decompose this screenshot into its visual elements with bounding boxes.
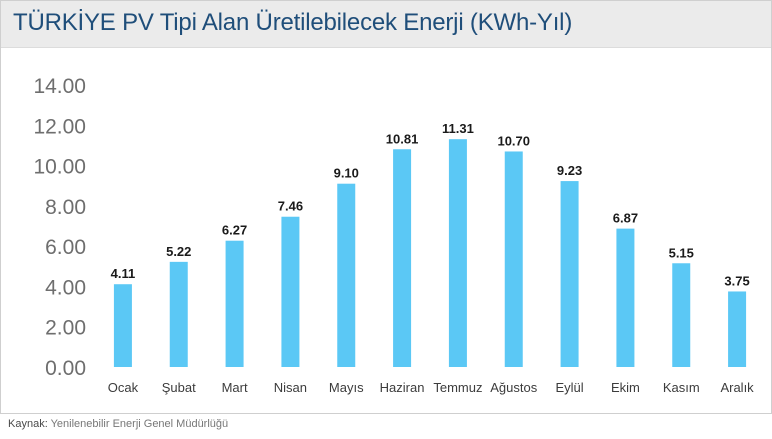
- x-tick-label: Şubat: [162, 380, 196, 395]
- y-tick-label: 4.00: [45, 276, 86, 299]
- data-label: 6.27: [222, 223, 247, 238]
- bar: [337, 183, 356, 367]
- source-text: Yenilenebilir Enerji Genel Müdürlüğü: [50, 418, 229, 430]
- y-tick-label: 8.00: [45, 196, 86, 219]
- y-tick-label: 10.00: [33, 156, 86, 179]
- source-label: Kaynak:: [8, 418, 48, 430]
- bar: [504, 151, 523, 367]
- x-tick-label: Temmuz: [433, 380, 482, 395]
- x-tick-label: Ağustos: [490, 380, 537, 395]
- y-tick-label: 12.00: [33, 115, 86, 138]
- data-label: 5.15: [669, 245, 694, 260]
- bar: [393, 149, 412, 367]
- x-tick-label: Aralık: [720, 380, 754, 395]
- y-tick-label: 14.00: [33, 75, 86, 98]
- bar: [113, 284, 132, 367]
- data-label: 4.11: [111, 266, 136, 281]
- bar: [616, 228, 635, 367]
- x-tick-label: Mayıs: [329, 380, 364, 395]
- x-tick-label: Mart: [222, 380, 248, 395]
- x-tick-label: Eylül: [555, 380, 583, 395]
- bar: [448, 139, 467, 367]
- y-tick-label: 6.00: [45, 236, 86, 259]
- data-label: 3.75: [724, 273, 749, 288]
- data-label: 11.31: [442, 121, 474, 136]
- data-label: 9.23: [557, 163, 582, 178]
- bar: [169, 261, 188, 367]
- x-tick-label: Haziran: [380, 380, 425, 395]
- bar: [728, 291, 747, 367]
- y-tick-label: 2.00: [45, 317, 86, 340]
- x-tick-label: Nisan: [274, 380, 307, 395]
- title-bar: TÜRKİYE PV Tipi Alan Üretilebilecek Ener…: [1, 1, 771, 48]
- y-tick-label: 0.00: [45, 357, 86, 380]
- bar-chart: 0.00 2.00 4.00 6.00 8.00 10.00 12.00 14.00 4.11 O…: [33, 75, 754, 395]
- x-tick-label: Kasım: [663, 380, 700, 395]
- bar: [225, 240, 244, 367]
- data-label: 6.87: [613, 211, 638, 226]
- data-label: 9.10: [334, 166, 359, 181]
- bar: [281, 216, 300, 367]
- x-tick-label: Ekim: [611, 380, 640, 395]
- data-label: 5.22: [166, 244, 191, 259]
- data-label: 10.81: [386, 131, 419, 146]
- bar: [560, 181, 579, 367]
- data-label: 10.70: [497, 133, 530, 148]
- chart-title: TÜRKİYE PV Tipi Alan Üretilebilecek Ener…: [13, 9, 573, 36]
- x-tick-label: Ocak: [108, 380, 139, 395]
- source-note: Kaynak: Yenilenebilir Enerji Genel Müdür…: [8, 418, 228, 430]
- data-label: 7.46: [278, 199, 303, 214]
- bar: [672, 263, 691, 367]
